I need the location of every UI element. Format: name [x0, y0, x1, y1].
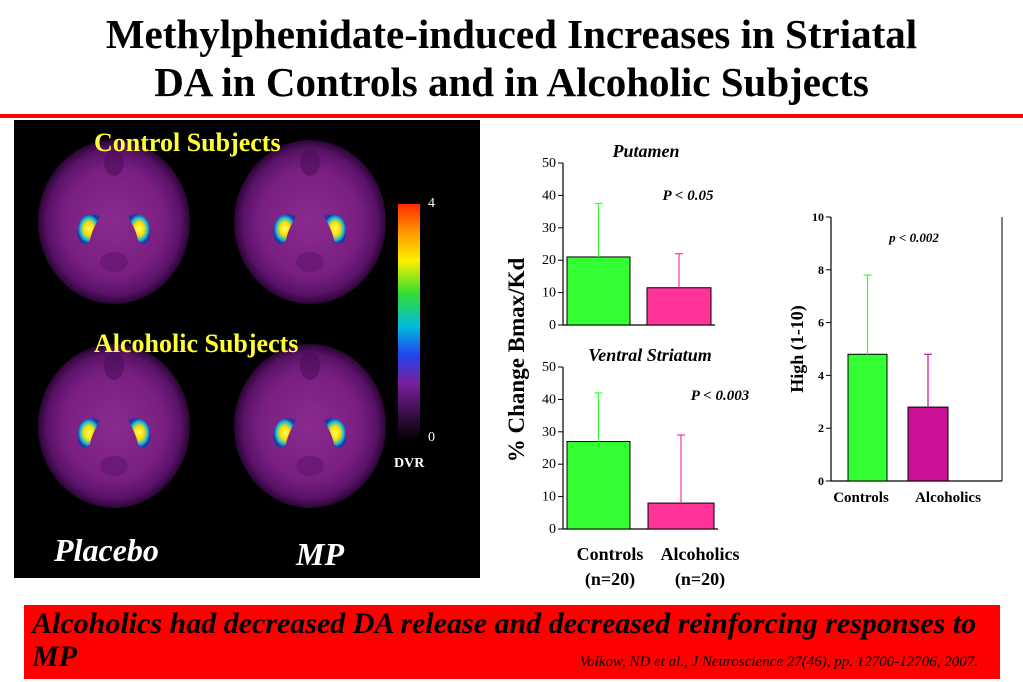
y-axis-label: High (1-10): [787, 305, 808, 393]
y-tick-label: 2: [818, 421, 824, 435]
y-tick-label: 30: [542, 221, 556, 236]
y-tick-label: 40: [542, 188, 556, 203]
y-tick-label: 20: [542, 457, 556, 472]
title-divider: [0, 114, 1023, 118]
y-tick-label: 6: [818, 316, 824, 330]
category-label: Controls: [577, 544, 644, 564]
bar: [847, 353, 888, 482]
conclusion-text: Alcoholics had decreased DA release and …: [32, 607, 977, 673]
bar: [646, 287, 712, 326]
n-label: (n=20): [675, 569, 725, 590]
control-subjects-label: Control Subjects: [94, 128, 281, 157]
bar: [907, 406, 949, 482]
y-tick-label: 0: [549, 318, 556, 333]
y-tick-label: 4: [818, 368, 824, 382]
colorbar-unit-label: DVR: [394, 456, 425, 471]
y-tick-label: 30: [542, 425, 556, 440]
y-tick-label: 0: [818, 474, 824, 488]
bar: [566, 441, 631, 530]
n-label: (n=20): [585, 569, 635, 590]
citation-text: Volkow, ND et al., J Neuroscience 27(46)…: [579, 654, 978, 670]
title-line-2: DA in Controls and in Alcoholic Subjects: [154, 59, 869, 105]
chart-title: Putamen: [611, 141, 679, 161]
y-tick-label: 50: [542, 360, 556, 375]
pet-scan-images: [38, 140, 420, 508]
category-label: Alcoholics: [661, 544, 740, 564]
alcoholic-subjects-label: Alcoholic Subjects: [94, 329, 299, 358]
colorbar-max-label: 4: [428, 196, 435, 211]
pet-scan-panel: Control Subjects Alcoholic Subjects Plac…: [14, 120, 480, 578]
bar: [647, 502, 715, 530]
title-line-1: Methylphenidate-induced Increases in Str…: [105, 11, 918, 57]
y-tick-label: 8: [818, 263, 824, 277]
colorbar-min-label: 0: [428, 430, 435, 445]
mp-label: MP: [296, 536, 344, 572]
y-tick-label: 20: [542, 253, 556, 268]
y-tick-label: 0: [549, 522, 556, 537]
dvr-colorbar: [398, 204, 420, 440]
p-value-annotation: P < 0.05: [663, 188, 714, 204]
category-label: Alcoholics: [915, 490, 981, 506]
y-tick-label: 10: [812, 210, 824, 224]
category-label: Controls: [833, 490, 889, 506]
conclusion-box: Alcoholics had decreased DA release and …: [24, 605, 1000, 679]
y-tick-label: 40: [542, 392, 556, 407]
bar: [566, 256, 631, 326]
y-tick-label: 50: [542, 156, 556, 171]
p-value-annotation: P < 0.003: [691, 388, 750, 404]
placebo-label: Placebo: [54, 532, 159, 568]
chart-title: Ventral Striatum: [588, 345, 712, 365]
y-tick-label: 10: [542, 490, 556, 505]
slide-title: Methylphenidate-induced Increases in Str…: [0, 10, 1023, 106]
p-value-annotation: p < 0.002: [888, 230, 939, 245]
y-tick-label: 10: [542, 286, 556, 301]
